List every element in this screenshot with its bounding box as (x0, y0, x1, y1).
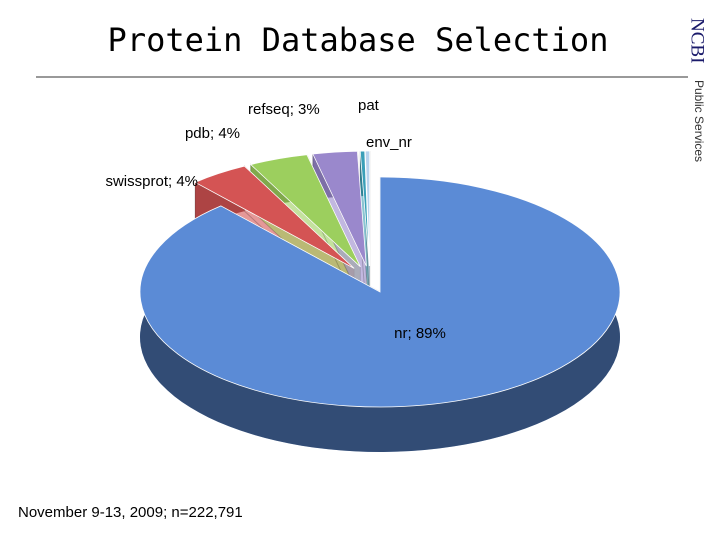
logo-name: NCBI (687, 18, 708, 63)
logo-text: Public Services (692, 80, 706, 162)
slice-label: pdb; 4% (185, 125, 240, 142)
footnote: November 9-13, 2009; n=222,791 (18, 504, 243, 521)
slice-label: nr; 89% (394, 325, 446, 342)
chart-title: Protein Database Selection (108, 21, 609, 59)
slice (194, 165, 355, 269)
pie: nr; 89% swissprot; 4% pdb; 4% refseq; 3% pat… (105, 97, 621, 452)
slice-label: env_nr (366, 134, 412, 151)
slice (139, 176, 621, 408)
slice-label: pat (358, 97, 380, 114)
slice (359, 150, 370, 267)
slice (312, 150, 367, 267)
slice (249, 154, 361, 268)
slice-label: swissprot; 4% (105, 173, 198, 190)
slice-label: refseq; 3% (248, 101, 320, 118)
slice (364, 150, 371, 267)
